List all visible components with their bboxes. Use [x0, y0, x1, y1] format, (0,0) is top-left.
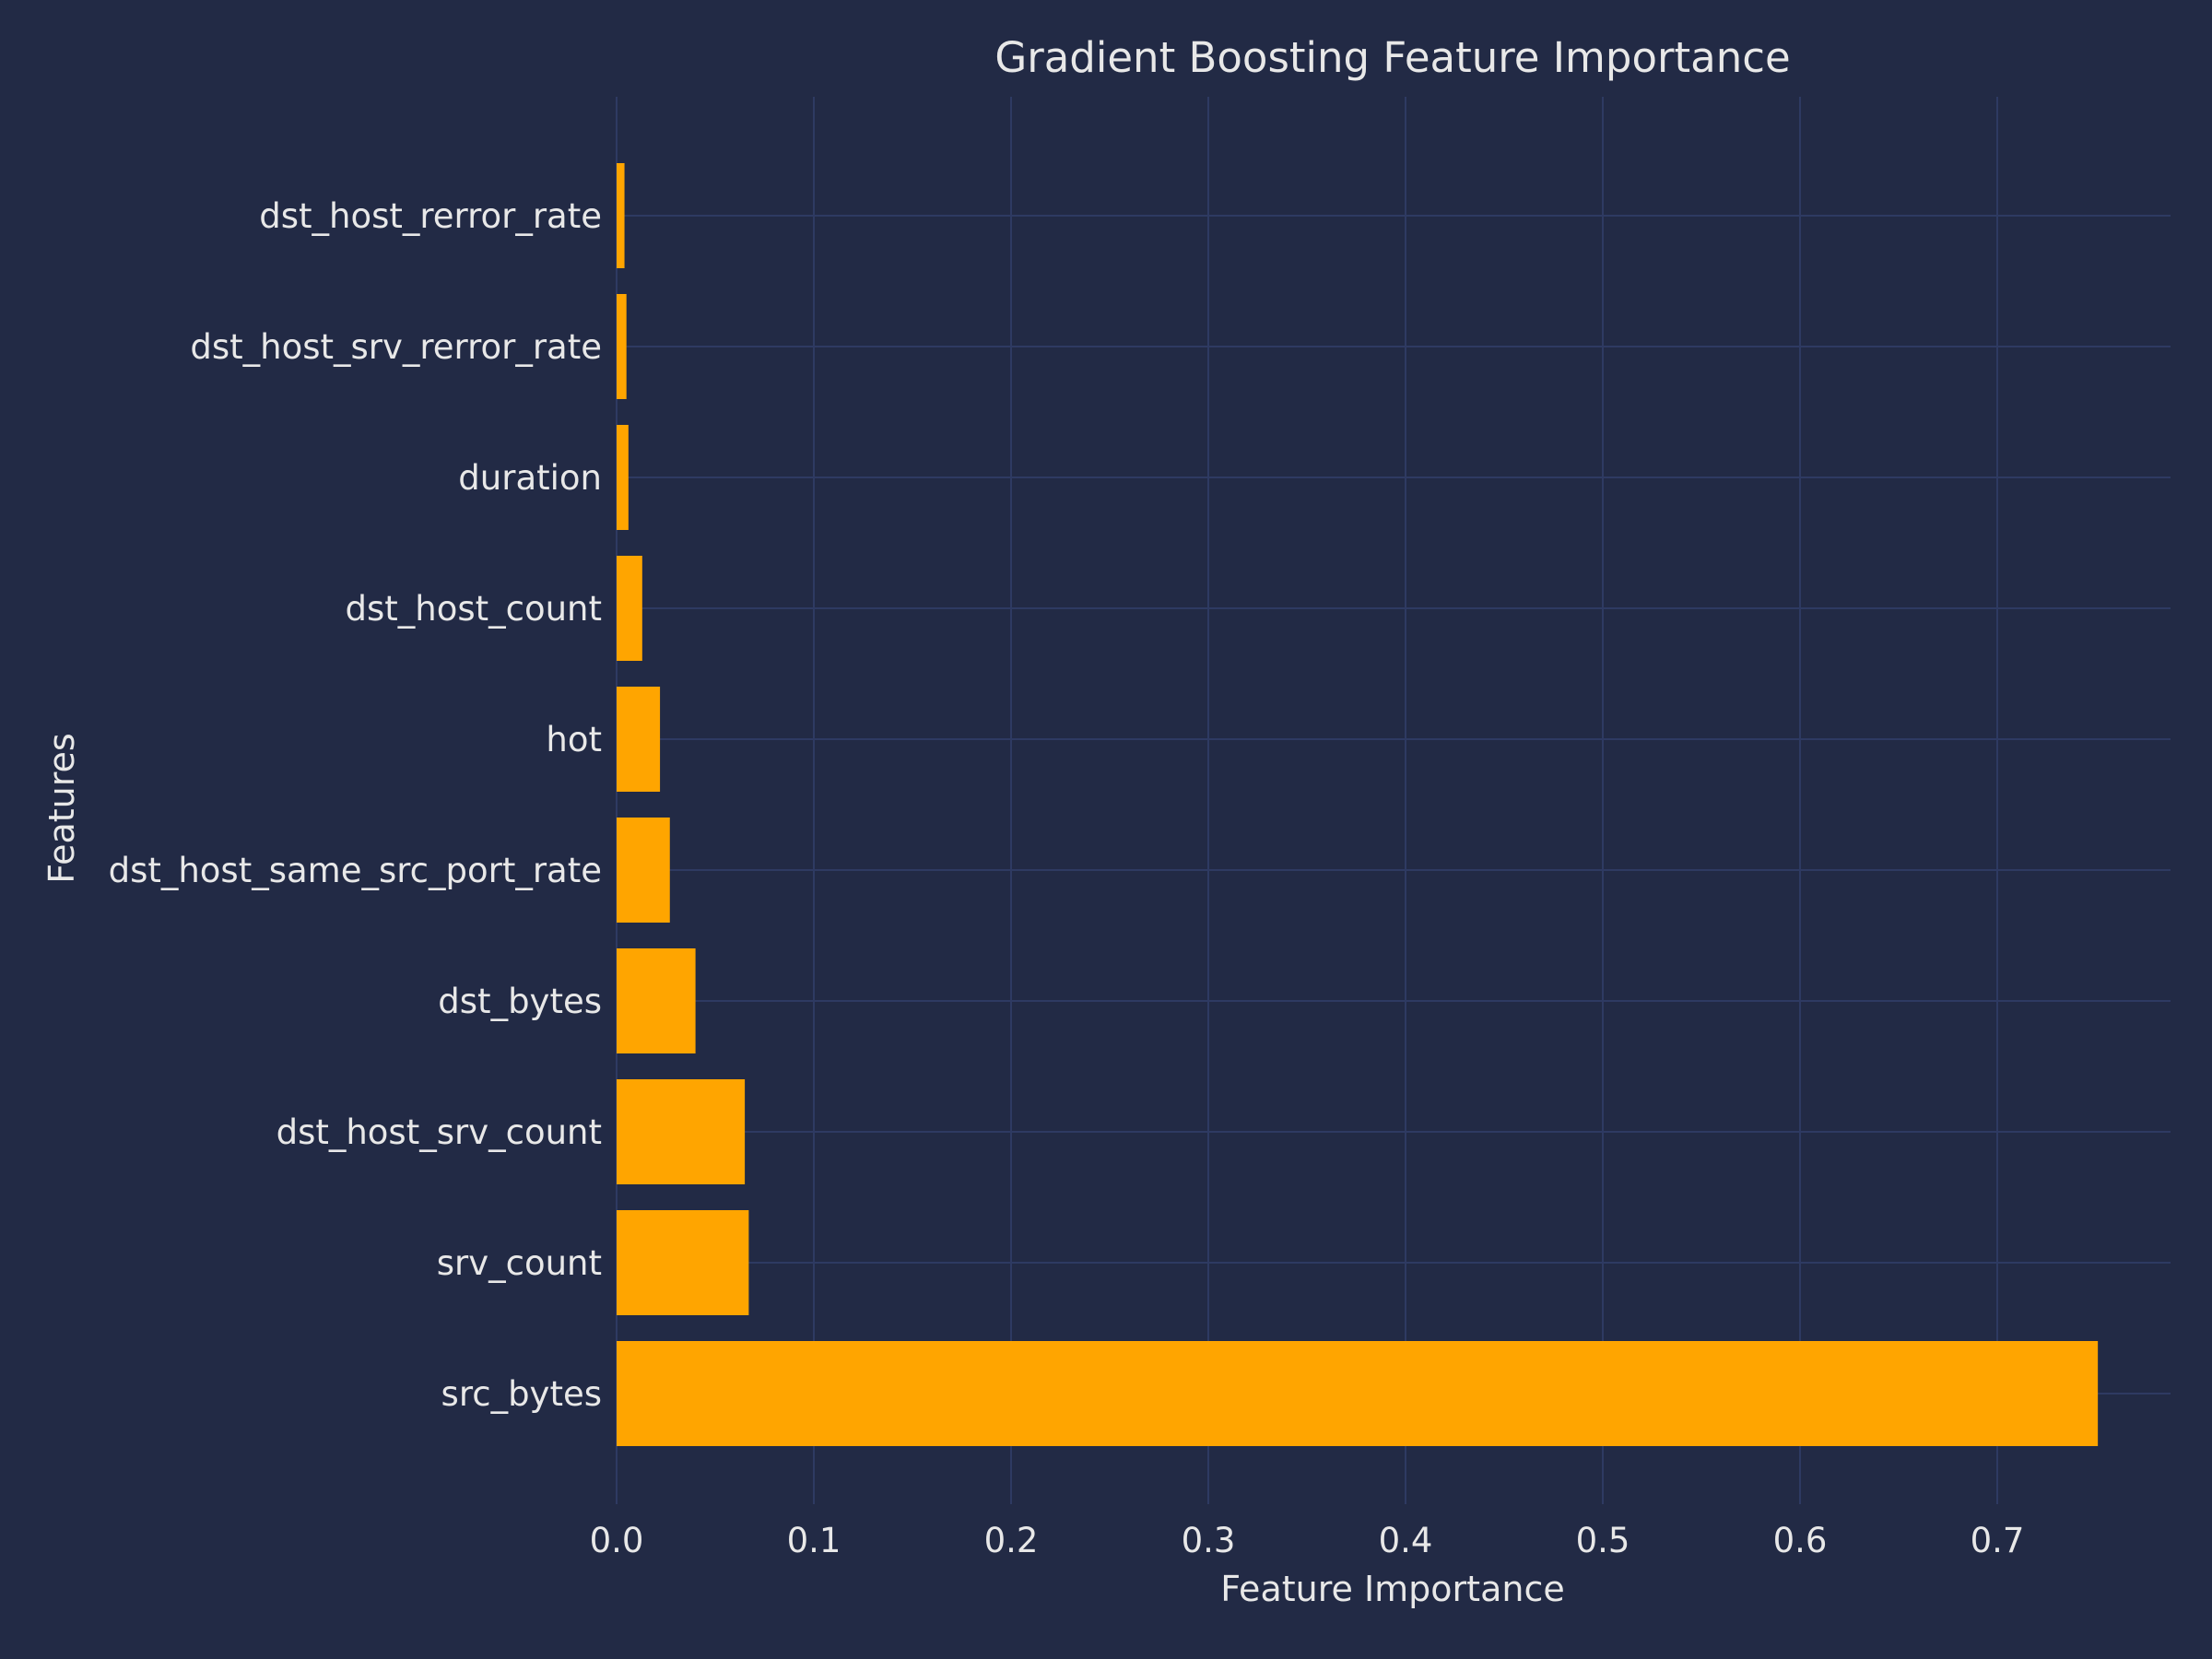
x-tick-labels: 0.0 0.1 0.2 0.3 0.4 0.5 0.6 0.7: [590, 1521, 2025, 1560]
x-tick-label: 0.6: [1773, 1521, 1828, 1560]
category-label: srv_count: [437, 1243, 602, 1283]
bar-dst_host_same_src_port_rate: [617, 818, 670, 923]
bar-dst_host_count: [617, 556, 642, 661]
category-label: dst_host_srv_rerror_rate: [190, 327, 602, 367]
x-tick-label: 0.7: [1971, 1521, 2025, 1560]
bar-src_bytes: [617, 1341, 2099, 1446]
x-axis-label: Feature Importance: [1220, 1569, 1564, 1609]
category-label: dst_host_same_src_port_rate: [109, 851, 602, 890]
y-axis-label: Features: [41, 733, 82, 883]
x-tick-label: 0.1: [787, 1521, 841, 1560]
bar-duration: [617, 425, 629, 530]
bar-dst_host_srv_count: [617, 1079, 746, 1184]
grid: [616, 97, 2171, 1504]
bar-dst_host_srv_rerror_rate: [617, 294, 627, 399]
category-label: dst_host_count: [345, 589, 602, 629]
category-label: hot: [546, 720, 602, 759]
bars: [617, 163, 2099, 1446]
category-label: duration: [458, 458, 602, 498]
category-label: dst_host_rerror_rate: [259, 196, 602, 236]
category-label: dst_bytes: [438, 982, 602, 1021]
bar-hot: [617, 687, 661, 792]
category-label: dst_host_srv_count: [276, 1112, 602, 1152]
category-label: src_bytes: [441, 1374, 602, 1414]
x-tick-label: 0.3: [1182, 1521, 1236, 1560]
bar-dst_host_rerror_rate: [617, 163, 625, 268]
x-tick-label: 0.4: [1379, 1521, 1433, 1560]
x-tick-label: 0.5: [1576, 1521, 1630, 1560]
bar-dst_bytes: [617, 948, 696, 1053]
category-labels: dst_host_rerror_rate dst_host_srv_rerror_…: [109, 196, 602, 1414]
x-tick-label: 0.2: [984, 1521, 1039, 1560]
chart-title: Gradient Boosting Feature Importance: [994, 33, 1790, 82]
x-tick-label: 0.0: [590, 1521, 644, 1560]
bar-srv_count: [617, 1210, 749, 1315]
